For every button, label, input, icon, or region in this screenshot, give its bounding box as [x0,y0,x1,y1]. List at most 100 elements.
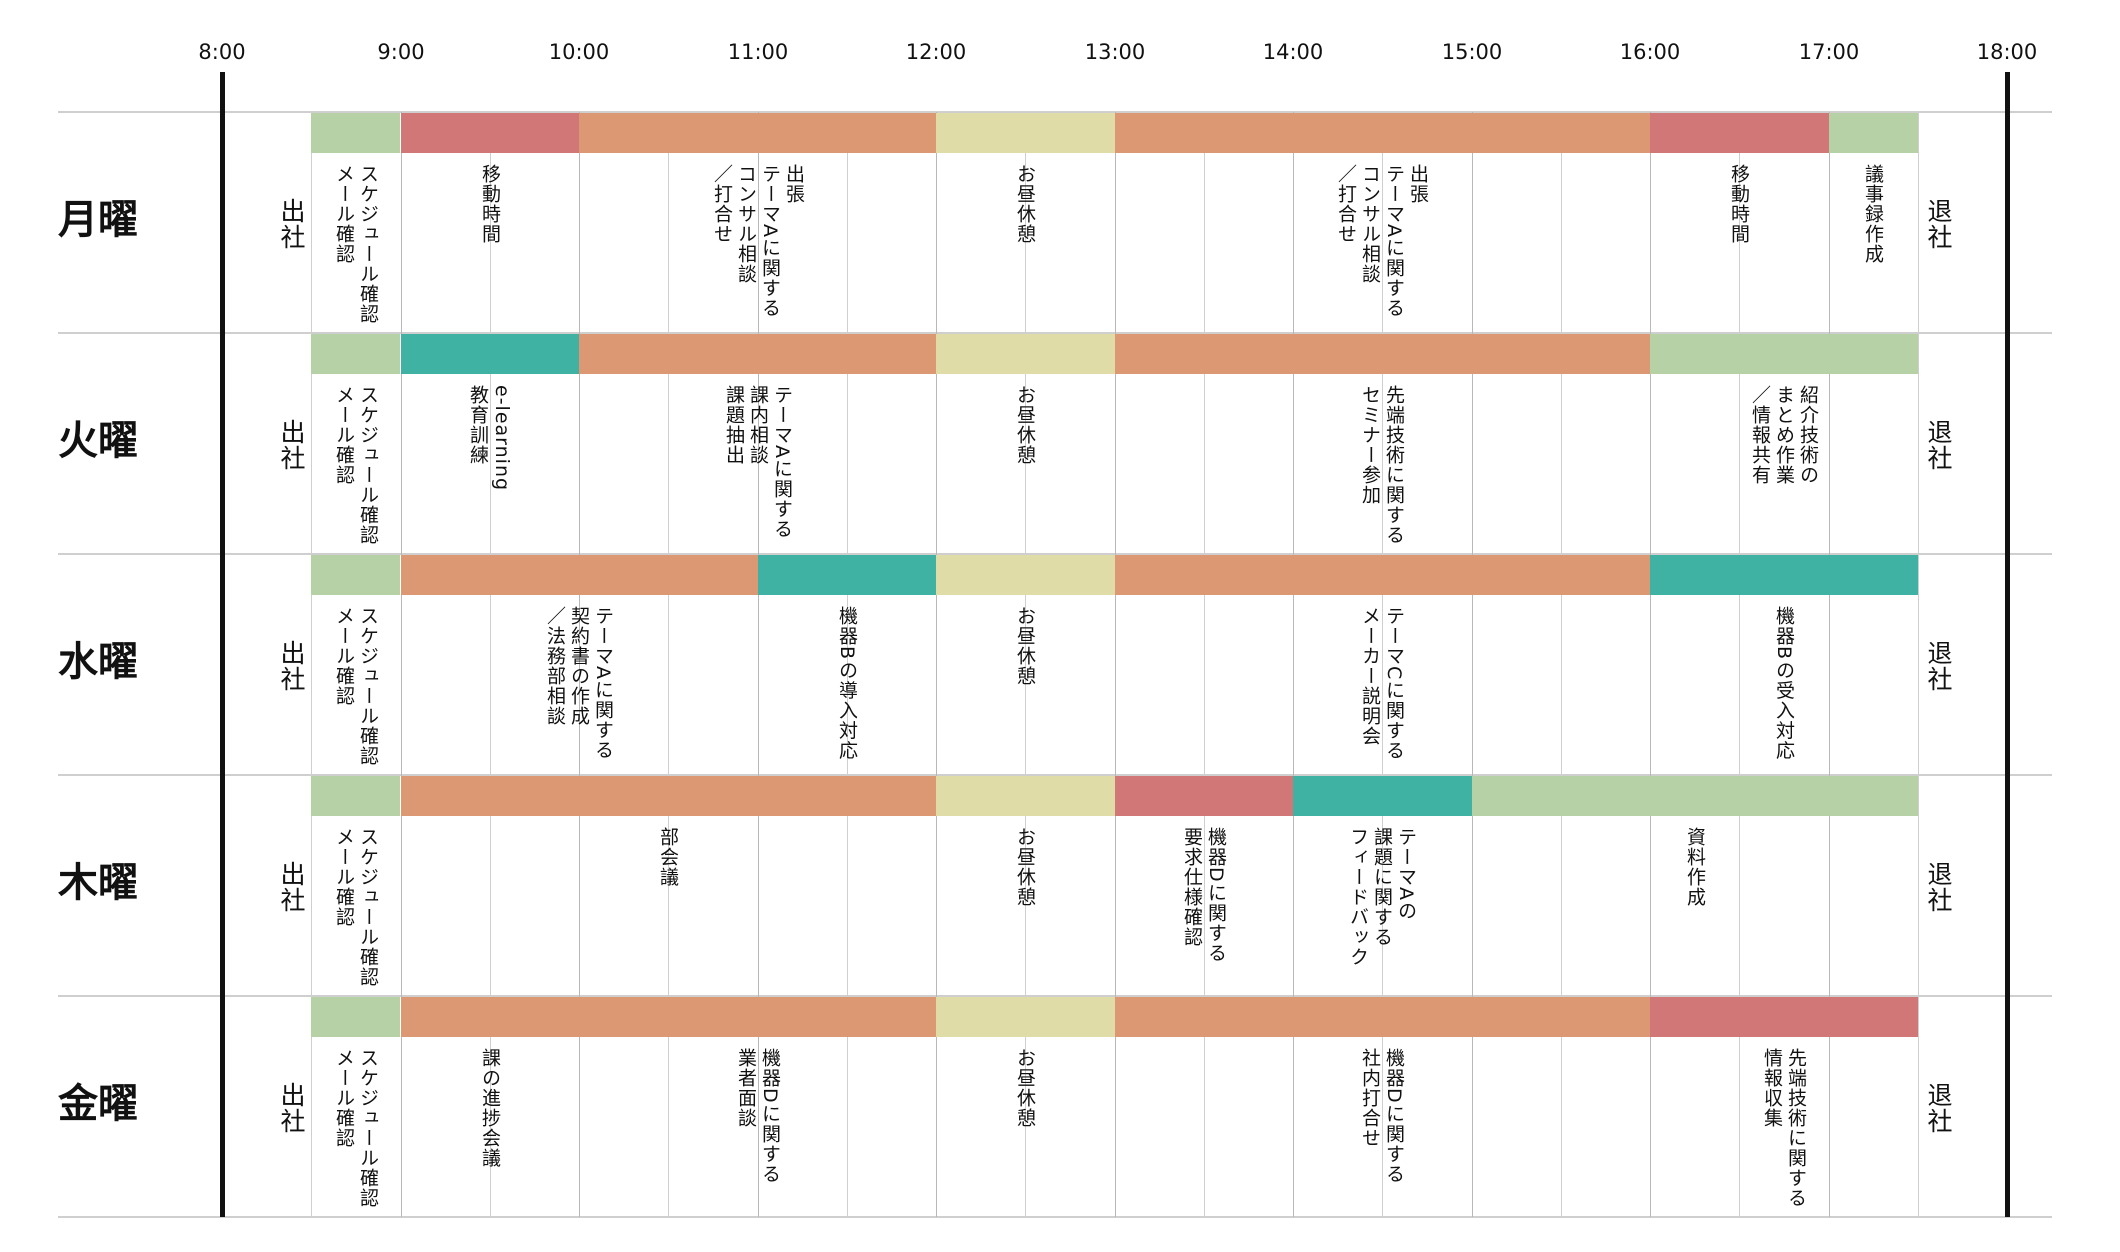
time-label: 17:00 [1798,40,1860,64]
schedule-bar[interactable] [311,997,400,1037]
schedule-bar[interactable] [401,113,580,153]
time-label: 15:00 [1441,40,1503,64]
schedule-bar[interactable] [1115,776,1294,816]
schedule-label: 課の進捗会議 [479,1048,501,1168]
schedule-bar[interactable] [579,334,936,374]
grid-line [936,112,937,1217]
schedule-bar[interactable] [401,334,580,374]
grid-line [1650,112,1651,1217]
schedule-bar[interactable] [311,334,400,374]
day-label: 月曜 [58,197,138,243]
end-boundary-line [2005,72,2010,1217]
schedule-bar[interactable] [1650,113,1829,153]
grid-line [1829,112,1830,1217]
grid-line [1115,112,1116,1217]
schedule-bar[interactable] [1650,997,1918,1037]
row-separator [58,553,2052,555]
schedule-bar[interactable] [936,555,1115,595]
schedule-label: 機器Dに関する 要求仕様確認 [1181,827,1227,963]
schedule-bar[interactable] [936,776,1115,816]
schedule-label: お昼休憩 [1014,385,1036,465]
schedule-bar[interactable] [401,555,758,595]
schedule-bar[interactable] [936,113,1115,153]
schedule-bar[interactable] [579,113,936,153]
schedule-bar[interactable] [936,334,1115,374]
arrive-label: 出社 [277,861,306,913]
grid-line [579,112,580,1217]
schedule-label: 紹介技術の まとめ作業 ／情報共有 [1749,385,1819,485]
schedule-bar[interactable] [1115,555,1651,595]
grid-line [1472,112,1473,1217]
schedule-label: テーマCに関する メーカー説明会 [1359,606,1405,761]
time-label: 18:00 [1976,40,2038,64]
schedule-label: 議事録作成 [1862,164,1884,264]
schedule-bar[interactable] [311,776,400,816]
schedule-label: お昼休憩 [1014,606,1036,686]
grid-line [1025,112,1026,1217]
row-separator [58,995,2052,997]
day-label: 木曜 [58,860,138,906]
schedule-bar[interactable] [1829,113,1918,153]
time-label: 10:00 [548,40,610,64]
schedule-bar[interactable] [401,997,580,1037]
leave-label: 退社 [1924,861,1953,913]
schedule-label: 部会議 [657,827,679,887]
grid-line [1739,112,1740,1217]
time-label: 12:00 [905,40,967,64]
schedule-bar[interactable] [311,555,400,595]
time-label: 8:00 [198,40,246,64]
row-separator [58,111,2052,113]
schedule-bar[interactable] [936,997,1115,1037]
schedule-label: スケジュール確認 メール確認 [333,164,379,324]
schedule-bar[interactable] [1472,776,1918,816]
schedule-label: お昼休憩 [1014,164,1036,244]
row-separator [58,332,2052,334]
schedule-label: 資料作成 [1684,827,1706,907]
time-label: 13:00 [1084,40,1146,64]
schedule-label: スケジュール確認 メール確認 [333,1048,379,1208]
leave-label: 退社 [1924,198,1953,250]
schedule-label: テーマAの 課題に関する フィードバック [1347,827,1417,967]
schedule-bar[interactable] [311,113,400,153]
schedule-label: お昼休憩 [1014,827,1036,907]
schedule-bar[interactable] [1650,555,1918,595]
grid-line [1204,112,1205,1217]
schedule-bar[interactable] [401,776,937,816]
arrive-label: 出社 [277,419,306,471]
schedule-label: e-learning 教育訓練 [467,385,513,492]
schedule-label: 機器Bの受入対応 [1773,606,1795,761]
schedule-label: 出張 テーマAに関する コンサル相談 ／打合せ [1335,164,1429,318]
schedule-label: テーマAに関する 課内相談 課題抽出 [723,385,793,539]
row-separator [58,774,2052,776]
schedule-bar[interactable] [1115,334,1651,374]
grid-line [1918,112,1919,1217]
schedule-bar[interactable] [1115,113,1651,153]
grid-line [490,112,491,1217]
schedule-bar[interactable] [1293,776,1472,816]
schedule-bar[interactable] [758,555,937,595]
time-label: 16:00 [1619,40,1681,64]
schedule-label: 機器Dに関する 業者面談 [735,1048,781,1184]
schedule-label: スケジュール確認 メール確認 [333,385,379,545]
arrive-label: 出社 [277,1082,306,1134]
schedule-bar[interactable] [579,997,936,1037]
schedule-label: テーマAに関する 契約書の作成 ／法務部相談 [544,606,614,760]
start-boundary-line [220,72,225,1217]
grid-line [1561,112,1562,1217]
schedule-bar[interactable] [1115,997,1651,1037]
schedule-bar[interactable] [1650,334,1918,374]
grid-line [668,112,669,1217]
schedule-label: 移動時間 [1728,164,1750,244]
time-label: 14:00 [1262,40,1324,64]
schedule-label: スケジュール確認 メール確認 [333,606,379,766]
schedule-label: スケジュール確認 メール確認 [333,827,379,987]
schedule-label: お昼休憩 [1014,1048,1036,1128]
arrive-label: 出社 [277,640,306,692]
row-separator [58,1216,2052,1218]
arrive-label: 出社 [277,198,306,250]
leave-label: 退社 [1924,419,1953,471]
schedule-label: 出張 テーマAに関する コンサル相談 ／打合せ [711,164,805,318]
schedule-label: 機器Bの導入対応 [836,606,858,761]
grid-line [1293,112,1294,1217]
